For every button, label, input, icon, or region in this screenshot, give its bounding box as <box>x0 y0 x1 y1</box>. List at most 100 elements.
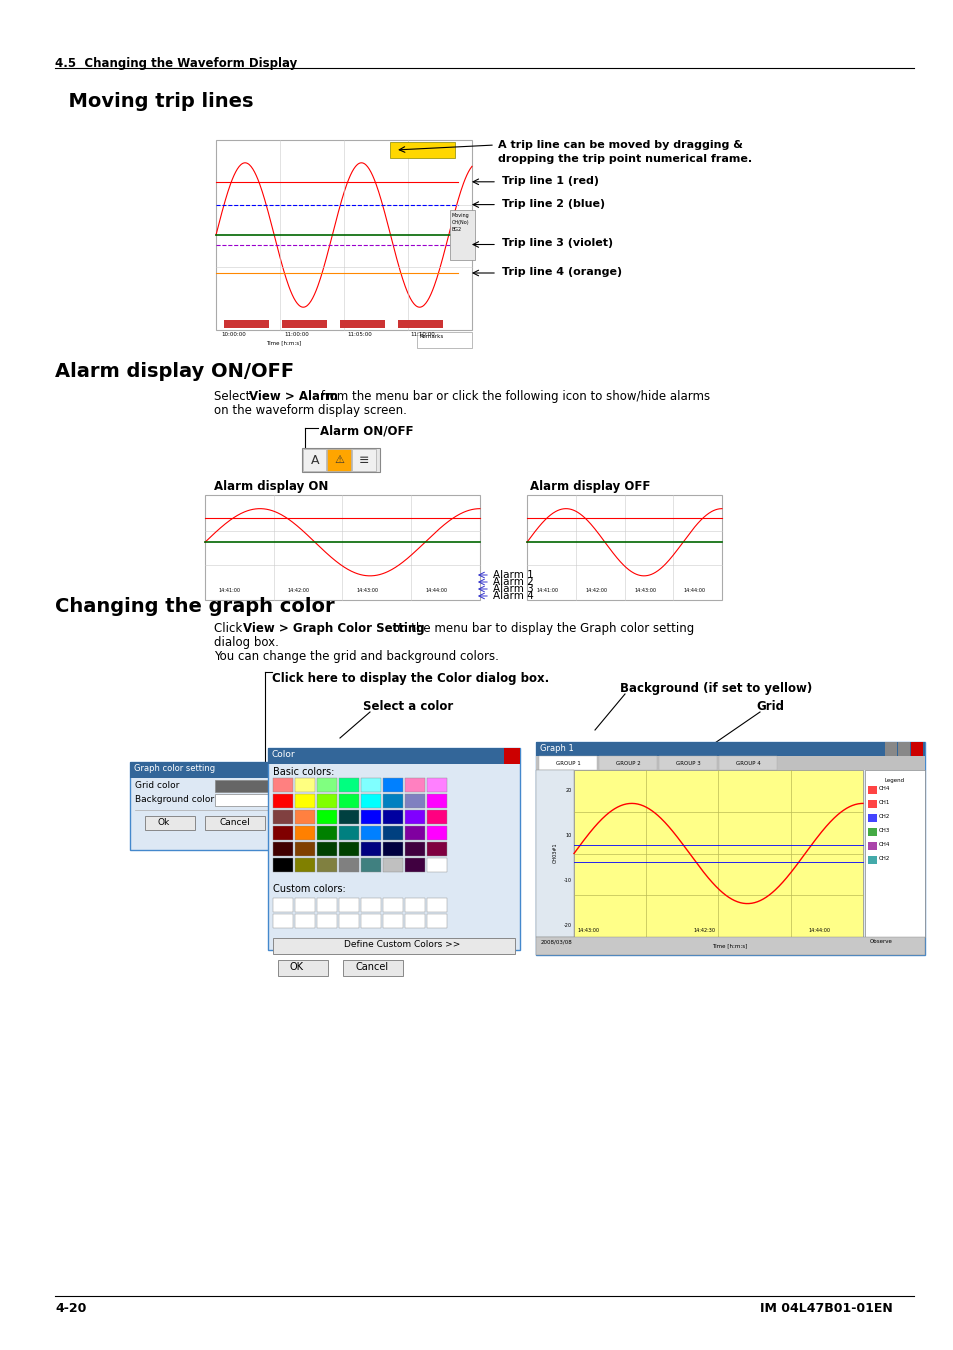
Text: CH03#1: CH03#1 <box>552 842 557 863</box>
Bar <box>536 756 924 770</box>
Bar <box>224 593 284 595</box>
Bar <box>382 914 402 927</box>
Bar <box>427 842 447 856</box>
Bar <box>273 778 293 792</box>
Text: Trip line 1 (red): Trip line 1 (red) <box>501 176 598 186</box>
Bar <box>282 320 327 328</box>
Text: 20: 20 <box>565 787 572 792</box>
Bar <box>316 810 336 824</box>
Bar <box>389 593 449 595</box>
Text: 11:05:00: 11:05:00 <box>347 332 372 338</box>
Bar <box>343 960 402 976</box>
Bar <box>268 748 519 950</box>
Text: CH4: CH4 <box>878 842 889 846</box>
Text: Cancel: Cancel <box>355 963 389 972</box>
Text: Define Custom Colors >>: Define Custom Colors >> <box>344 940 460 949</box>
Bar <box>867 842 876 850</box>
Bar <box>327 450 351 471</box>
Text: Trip line 2 (blue): Trip line 2 (blue) <box>501 198 604 209</box>
Bar <box>214 794 280 806</box>
Bar <box>277 960 328 976</box>
Bar <box>338 810 358 824</box>
Bar <box>338 898 358 913</box>
Bar <box>536 743 924 954</box>
Bar <box>205 815 265 830</box>
Text: Alarm 2: Alarm 2 <box>493 576 533 587</box>
Bar <box>338 778 358 792</box>
Text: GROUP 4: GROUP 4 <box>735 760 760 765</box>
Bar <box>538 756 597 770</box>
Bar <box>316 842 336 856</box>
Text: Time [h:m:s]: Time [h:m:s] <box>266 340 301 346</box>
Bar <box>338 914 358 927</box>
Text: Select a color: Select a color <box>363 701 453 713</box>
Bar <box>303 450 326 471</box>
Bar <box>316 859 336 872</box>
Bar <box>382 898 402 913</box>
Bar <box>382 778 402 792</box>
Text: Trip line 4 (orange): Trip line 4 (orange) <box>501 267 621 277</box>
Bar <box>867 856 876 864</box>
Text: Alarm display OFF: Alarm display OFF <box>530 481 650 493</box>
Bar <box>448 197 469 213</box>
Text: ⚠: ⚠ <box>334 455 344 464</box>
Text: 11:00:00: 11:00:00 <box>284 332 309 338</box>
Bar <box>224 595 284 598</box>
Text: ≡: ≡ <box>358 454 369 467</box>
Bar <box>338 859 358 872</box>
Text: CH3: CH3 <box>878 828 889 833</box>
Text: Remarks: Remarks <box>419 333 444 339</box>
Bar <box>302 448 379 472</box>
Bar <box>389 595 449 598</box>
Bar <box>294 859 314 872</box>
Bar <box>389 594 449 597</box>
Text: dialog box.: dialog box. <box>213 636 278 649</box>
Bar <box>316 826 336 840</box>
Text: Trip line 3 (violet): Trip line 3 (violet) <box>501 239 613 248</box>
Text: Graph 1: Graph 1 <box>539 744 573 753</box>
Text: 4-20: 4-20 <box>55 1301 87 1315</box>
Bar <box>145 815 194 830</box>
Bar <box>427 898 447 913</box>
Bar <box>130 761 285 778</box>
Bar <box>867 801 876 809</box>
Bar <box>405 826 424 840</box>
Text: A: A <box>311 454 319 467</box>
Text: Alarm display ON/OFF: Alarm display ON/OFF <box>55 362 294 381</box>
Bar <box>360 794 380 809</box>
Text: GROUP 1: GROUP 1 <box>555 760 579 765</box>
Bar <box>294 810 314 824</box>
Bar <box>214 780 280 792</box>
Bar <box>382 794 402 809</box>
Bar <box>338 826 358 840</box>
Text: GROUP 3: GROUP 3 <box>675 760 700 765</box>
Text: Custom colors:: Custom colors: <box>273 884 345 894</box>
Bar <box>910 743 923 756</box>
Text: 14:42:30: 14:42:30 <box>692 927 715 933</box>
Bar <box>273 898 293 913</box>
Text: CH1: CH1 <box>878 801 889 805</box>
Bar <box>352 450 375 471</box>
Bar <box>273 826 293 840</box>
Bar <box>659 756 717 770</box>
Bar <box>503 748 519 764</box>
Bar <box>427 778 447 792</box>
Text: CH4: CH4 <box>878 786 889 791</box>
Text: 14:41:00: 14:41:00 <box>537 589 558 593</box>
Text: Time [h:m:s]: Time [h:m:s] <box>712 944 747 949</box>
Bar <box>306 595 367 598</box>
Text: dropping the trip point numerical frame.: dropping the trip point numerical frame. <box>497 154 751 163</box>
Text: Observe: Observe <box>869 940 892 944</box>
Bar <box>268 748 519 764</box>
Bar <box>224 320 269 328</box>
Text: Click: Click <box>213 622 246 634</box>
Text: 14:42:00: 14:42:00 <box>585 589 607 593</box>
Bar <box>405 842 424 856</box>
Bar <box>130 761 285 850</box>
Text: on the waveform display screen.: on the waveform display screen. <box>213 404 406 417</box>
Text: 11:10:00: 11:10:00 <box>410 332 435 338</box>
Text: 10: 10 <box>565 833 572 837</box>
Text: Background (if set to yellow): Background (if set to yellow) <box>619 682 811 695</box>
Bar <box>427 859 447 872</box>
Bar <box>338 794 358 809</box>
